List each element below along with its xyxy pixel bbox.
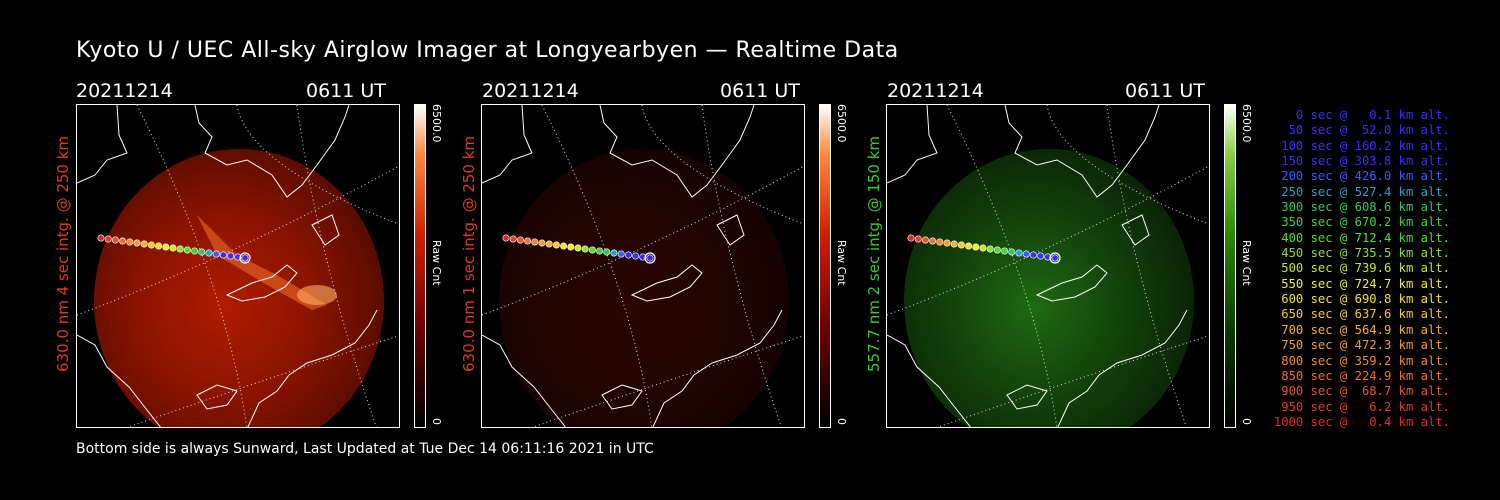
legend-row: 900 sec @ 68.7 km alt. bbox=[1281, 384, 1450, 399]
legend-row: 800 sec @ 359.2 km alt. bbox=[1281, 353, 1450, 368]
panel-1-date: 20211214 bbox=[76, 80, 173, 102]
panel-1-map bbox=[77, 105, 399, 427]
legend-row: 700 sec @ 564.9 km alt. bbox=[1281, 322, 1450, 337]
trajectory-legend: 0 sec @ 0.1 km alt. 50 sec @ 52.0 km alt.… bbox=[1250, 108, 1450, 430]
legend-row: 450 sec @ 735.5 km alt. bbox=[1281, 246, 1450, 261]
panel-2-image bbox=[481, 104, 805, 428]
page-title: Kyoto U / UEC All-sky Airglow Imager at … bbox=[76, 38, 899, 63]
footer-note: Bottom side is always Sunward, Last Upda… bbox=[76, 441, 654, 457]
panel-3-ylabel: 557.7 nm 2 sec intg. @ 150 km bbox=[865, 135, 883, 372]
legend-row: 100 sec @ 160.2 km alt. bbox=[1281, 138, 1450, 153]
panel-1-cbar-max: 6500.0 bbox=[430, 104, 443, 143]
panel-3-map bbox=[887, 105, 1209, 427]
panel-2-date: 20211214 bbox=[482, 80, 579, 102]
legend-row: 950 sec @ 6.2 km alt. bbox=[1281, 399, 1450, 414]
legend-row: 400 sec @ 712.4 km alt. bbox=[1281, 230, 1450, 245]
panel-3-time: 0611 UT bbox=[1125, 80, 1205, 102]
legend-row: 350 sec @ 670.2 km alt. bbox=[1281, 215, 1450, 230]
legend-row: 850 sec @ 224.9 km alt. bbox=[1281, 368, 1450, 383]
legend-row: 650 sec @ 637.6 km alt. bbox=[1281, 307, 1450, 322]
panel-1-ylabel: 630.0 nm 4 sec intg. @ 250 km bbox=[54, 135, 72, 372]
legend-row: 550 sec @ 724.7 km alt. bbox=[1281, 276, 1450, 291]
panel-2-cbar-max: 6500.0 bbox=[835, 104, 848, 143]
panel-1-time: 0611 UT bbox=[306, 80, 386, 102]
panel-2-cbar-unit: Raw Cnt bbox=[835, 240, 848, 286]
legend-row: 300 sec @ 608.6 km alt. bbox=[1281, 200, 1450, 215]
panel-2-time: 0611 UT bbox=[720, 80, 800, 102]
legend-row: 200 sec @ 426.0 km alt. bbox=[1281, 169, 1450, 184]
panel-3-date: 20211214 bbox=[887, 80, 984, 102]
panel-1-cbar-min: 0 bbox=[430, 418, 443, 425]
panel-1-colorbar bbox=[414, 104, 426, 428]
legend-row: 750 sec @ 472.3 km alt. bbox=[1281, 338, 1450, 353]
panel-1-cbar-unit: Raw Cnt bbox=[430, 240, 443, 286]
panel-3-image bbox=[886, 104, 1210, 428]
legend-row: 50 sec @ 52.0 km alt. bbox=[1288, 123, 1450, 138]
legend-row: 600 sec @ 690.8 km alt. bbox=[1281, 292, 1450, 307]
legend-row: 150 sec @ 303.8 km alt. bbox=[1281, 154, 1450, 169]
panel-3-colorbar bbox=[1224, 104, 1236, 428]
panel-2-map bbox=[482, 105, 804, 427]
legend-row: 1000 sec @ 0.4 km alt. bbox=[1273, 414, 1450, 429]
legend-row: 0 sec @ 0.1 km alt. bbox=[1295, 108, 1450, 122]
panel-2-cbar-min: 0 bbox=[835, 418, 848, 425]
legend-row: 500 sec @ 739.6 km alt. bbox=[1281, 261, 1450, 276]
panel-1-image bbox=[76, 104, 400, 428]
panel-2-colorbar bbox=[819, 104, 831, 428]
panel-2-ylabel: 630.0 nm 1 sec intg. @ 250 km bbox=[460, 135, 478, 372]
legend-row: 250 sec @ 527.4 km alt. bbox=[1281, 184, 1450, 199]
